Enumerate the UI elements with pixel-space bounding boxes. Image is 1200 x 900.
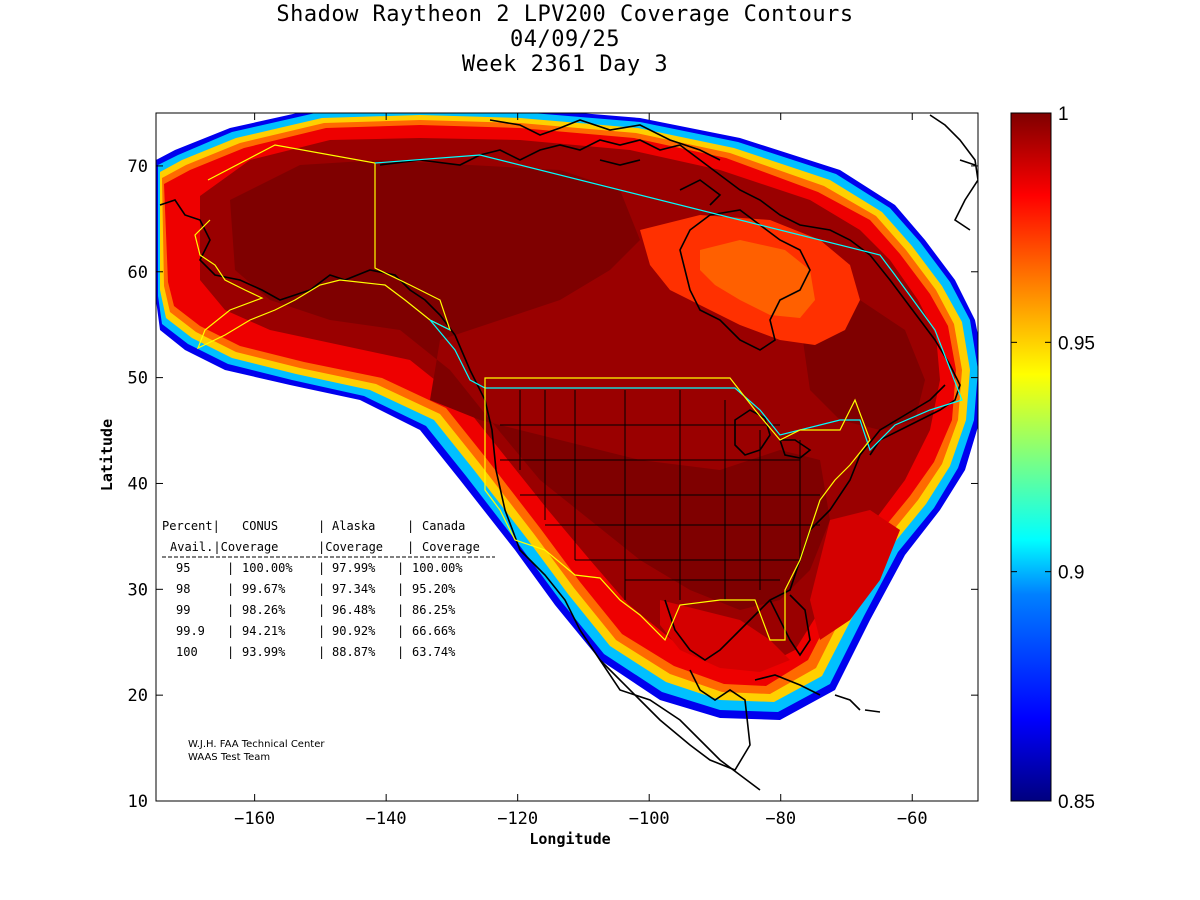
y-tick-label: 70 [128,157,148,177]
coast-caribbean [754,674,881,713]
y-tick-label: 40 [128,474,148,494]
region-outlines [194,144,963,642]
y-tick-label: 30 [128,580,148,600]
credit-line-1: W.J.H. FAA Technical Center [188,739,325,750]
table-row: 98 | 99.67% | 97.34% | 95.20% [176,582,456,596]
y-tick-label: 10 [128,792,148,812]
x-axis: −160 −140 −120 −100 −80 −60 [234,113,928,829]
coast-west [454,334,761,791]
table-row: 99 | 98.26% | 96.48% | 86.25% [176,603,456,617]
table-row: 99.9 | 94.21% | 90.92% | 66.66% [176,624,456,638]
table-row: 100 | 93.99% | 88.87% | 63.74% [176,645,456,659]
coast-arctic [379,139,871,256]
coastlines [159,114,978,791]
canada-outline [374,154,963,452]
coast-greenland [929,114,978,231]
x-tick-label: −100 [629,809,670,829]
alaska-outline [194,144,452,350]
colorbar-tick-label: 0.9 [1058,563,1084,584]
coast-gulf [664,384,946,661]
coverage-hudson-bay-inner [700,240,815,318]
x-axis-label: Longitude [529,830,610,848]
x-tick-label: −120 [497,809,538,829]
coast-east-canada [869,254,961,456]
x-tick-label: −80 [765,809,796,829]
coast-alaska [159,199,456,336]
state-lines-h [500,424,820,581]
x-tick-label: −160 [234,809,275,829]
coast-hudson-bay [679,209,811,351]
chart-date: 04/09/25 [510,27,620,52]
coast-mexico [599,659,751,771]
y-tick-label: 50 [128,369,148,389]
colorbar-ticks: 0.85 0.9 0.95 1 [1011,104,1095,813]
colorbar-tick-label: 0.95 [1058,333,1095,354]
coverage-gulf [660,600,790,672]
plot-border [155,112,979,802]
x-tick-label: −140 [366,809,407,829]
table-header-2: Avail.|Coverage |Coverage | Coverage [170,540,480,554]
great-lakes [734,409,812,459]
y-axis-label: Latitude [98,419,116,491]
table-rows: 95 | 100.00% | 97.99% | 100.00% 98 | 99.67% | 97.34… [176,561,463,659]
chart-week: Week 2361 Day 3 [461,52,669,77]
table-header-1: Percent| CONUS | Alaska | Canada [162,519,465,533]
coverage-atlantic [810,510,900,640]
credit-line-2: WAAS Test Team [188,752,270,763]
coverage-heatmap [156,113,978,720]
colorbar [1010,112,1052,802]
coast-florida [769,594,811,657]
y-axis: 10 20 30 40 50 60 70 [128,157,978,812]
y-tick-label: 20 [128,686,148,706]
conus-outline [484,377,871,642]
y-tick-label: 60 [128,263,148,283]
table-row: 95 | 100.00% | 97.99% | 100.00% [176,561,463,575]
x-tick-label: −60 [897,809,928,829]
coverage-table: Percent| CONUS | Alaska | Canada Avail.|Cover… [162,519,495,659]
colorbar-tick-label: 1 [1058,104,1069,125]
coast-arctic-islands [489,119,722,206]
chart-title: Shadow Raytheon 2 LPV200 Coverage Contou… [276,2,854,27]
colorbar-tick-label: 0.85 [1058,792,1095,813]
